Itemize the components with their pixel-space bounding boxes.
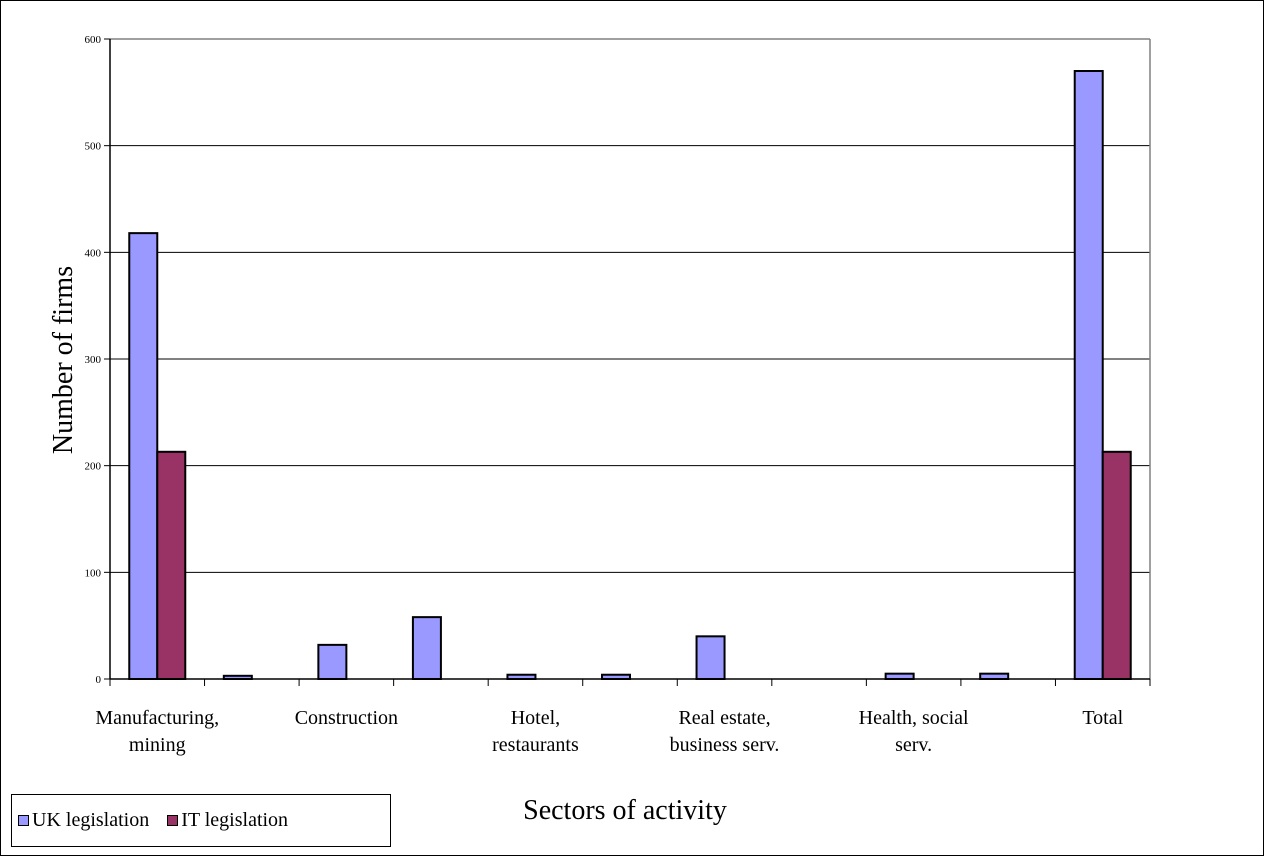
x-tick-label-line: restaurants (492, 734, 579, 756)
y-tick-label: 500 (85, 141, 102, 153)
y-tick-label: 0 (96, 674, 102, 686)
y-tick-label: 400 (85, 247, 102, 259)
bar-uk (317, 643, 348, 680)
legend-label-uk: UK legislation (32, 809, 150, 831)
x-tick-label-line: business serv. (669, 734, 780, 756)
x-tick-label: Health, social serv. (819, 705, 1009, 759)
x-tick-label: Hotel, restaurants (440, 705, 630, 759)
x-tick-label-line: serv. (895, 734, 933, 756)
x-tick-label-line: Manufacturing, (95, 707, 220, 729)
x-tick-label-line: Real estate, (678, 707, 771, 729)
x-tick-label-line: Hotel, (510, 707, 561, 729)
x-tick-label-line: Total (1082, 707, 1124, 729)
x-axis-title: Sectors of activity (523, 795, 727, 826)
y-tick-label: 300 (85, 354, 102, 366)
legend-swatch-uk (18, 815, 29, 826)
bar-uk (979, 672, 1010, 681)
x-tick-label-line: Construction (294, 707, 399, 729)
x-tick-label: Manufacturing, mining (62, 705, 252, 759)
legend-item-uk: UK legislation (18, 809, 149, 832)
y-tick-label: 100 (85, 567, 102, 579)
bar-uk (128, 232, 159, 680)
y-tick-label: 200 (85, 461, 102, 473)
x-tick-label: Total (1008, 705, 1198, 732)
bar-it (1101, 450, 1132, 680)
bar-uk (1073, 70, 1104, 680)
x-tick-label: Construction (251, 705, 441, 732)
legend-label-it: IT legislation (181, 809, 289, 831)
legend: UK legislation IT legislation (11, 794, 391, 847)
x-tick-label: Real estate, business serv. (630, 705, 820, 759)
bar-uk (884, 672, 915, 681)
legend-item-it: IT legislation (167, 809, 288, 832)
y-tick-label: 600 (85, 34, 102, 46)
y-axis-title: Number of firms (48, 265, 79, 455)
x-tick-label-line: mining (128, 734, 186, 756)
bar-uk (695, 635, 726, 680)
bar-it (156, 450, 187, 680)
legend-swatch-it (167, 815, 179, 826)
x-tick-label-line: Health, social (858, 707, 969, 729)
bar-uk (411, 616, 442, 681)
